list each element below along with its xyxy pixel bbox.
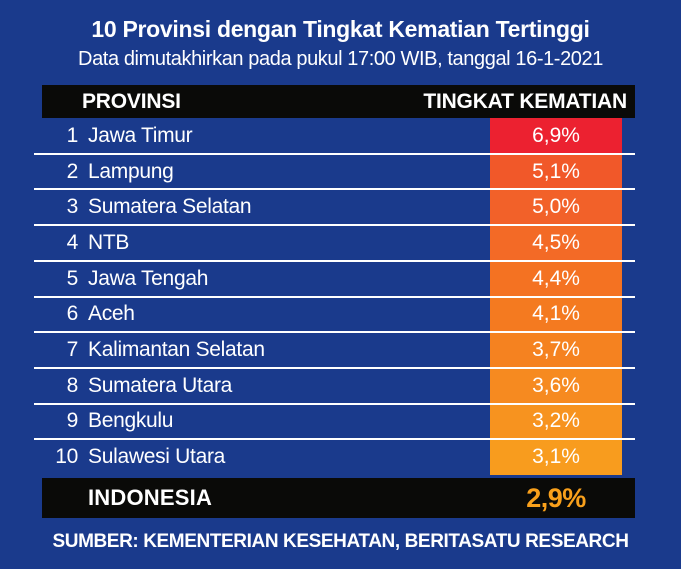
page-title: 10 Provinsi dengan Tingkat Kematian Tert… xyxy=(91,16,590,42)
rank-label: 8 xyxy=(66,373,79,397)
table-row: 8 Sumatera Utara 3,6% xyxy=(34,366,635,404)
column-header-province: PROVINSI xyxy=(82,89,181,113)
table-row: 1 Jawa Timur 6,9% xyxy=(42,118,635,154)
table-row: 3 Sumatera Selatan 5,0% xyxy=(34,188,635,226)
table-row: 5 Jawa Tengah 4,4% xyxy=(34,259,635,297)
rank-label: 5 xyxy=(66,266,79,290)
rank-label: 9 xyxy=(66,409,79,433)
province-label: Jawa Timur xyxy=(88,123,193,147)
rank-label: 7 xyxy=(66,338,79,362)
province-label: Sumatera Selatan xyxy=(88,195,252,219)
rate-cell: 5,1% xyxy=(490,153,622,190)
province-label: NTB xyxy=(88,230,130,254)
rate-cell: 4,4% xyxy=(490,260,622,297)
rate-cell: 3,1% xyxy=(490,439,622,476)
province-label: Sumatera Utara xyxy=(88,373,233,397)
rate-cell: 6,9% xyxy=(490,118,622,154)
death-rate-table: PROVINSI TINGKAT KEMATIAN 1 Jawa Timur 6… xyxy=(34,85,635,518)
rate-cell: 4,1% xyxy=(490,296,622,333)
province-label: Bengkulu xyxy=(88,409,174,433)
table-row: 4 NTB 4,5% xyxy=(34,224,635,261)
table-header-row: PROVINSI TINGKAT KEMATIAN xyxy=(42,85,635,118)
table-body: 1 Jawa Timur 6,9% 2 Lampung 5,1% 3 Sumat… xyxy=(34,118,635,476)
table-row: 6 Aceh 4,1% xyxy=(34,295,635,333)
source-credit: SUMBER: KEMENTERIAN KESEHATAN, BERITASAT… xyxy=(52,531,629,552)
national-label: INDONESIA xyxy=(88,485,213,510)
province-label: Kalimantan Selatan xyxy=(88,338,265,362)
rank-label: 6 xyxy=(66,302,79,326)
rank-label: 1 xyxy=(66,123,79,147)
table-row: 7 Kalimantan Selatan 3,7% xyxy=(34,331,635,368)
rate-cell: 3,2% xyxy=(490,403,622,440)
rank-label: 4 xyxy=(66,230,79,254)
rate-cell: 4,5% xyxy=(490,225,622,261)
rate-cell: 5,0% xyxy=(490,189,622,226)
province-label: Aceh xyxy=(88,302,135,326)
province-label: Lampung xyxy=(88,159,174,183)
table-footer-row: INDONESIA 2,9% xyxy=(42,478,635,518)
province-label: Sulawesi Utara xyxy=(88,445,226,469)
page-subtitle: Data dimutakhirkan pada pukul 17:00 WIB,… xyxy=(78,48,603,70)
rank-label: 2 xyxy=(66,159,79,183)
table-row: 10 Sulawesi Utara 3,1% xyxy=(34,438,635,476)
rank-label: 10 xyxy=(55,445,78,469)
province-label: Jawa Tengah xyxy=(88,266,209,290)
rate-cell: 3,6% xyxy=(490,367,622,404)
column-header-rate: TINGKAT KEMATIAN xyxy=(423,89,627,113)
rate-cell: 3,7% xyxy=(490,332,622,368)
table-row: 9 Bengkulu 3,2% xyxy=(34,402,635,440)
table-row: 2 Lampung 5,1% xyxy=(34,152,635,190)
national-rate: 2,9% xyxy=(526,482,586,513)
rank-label: 3 xyxy=(66,195,79,219)
